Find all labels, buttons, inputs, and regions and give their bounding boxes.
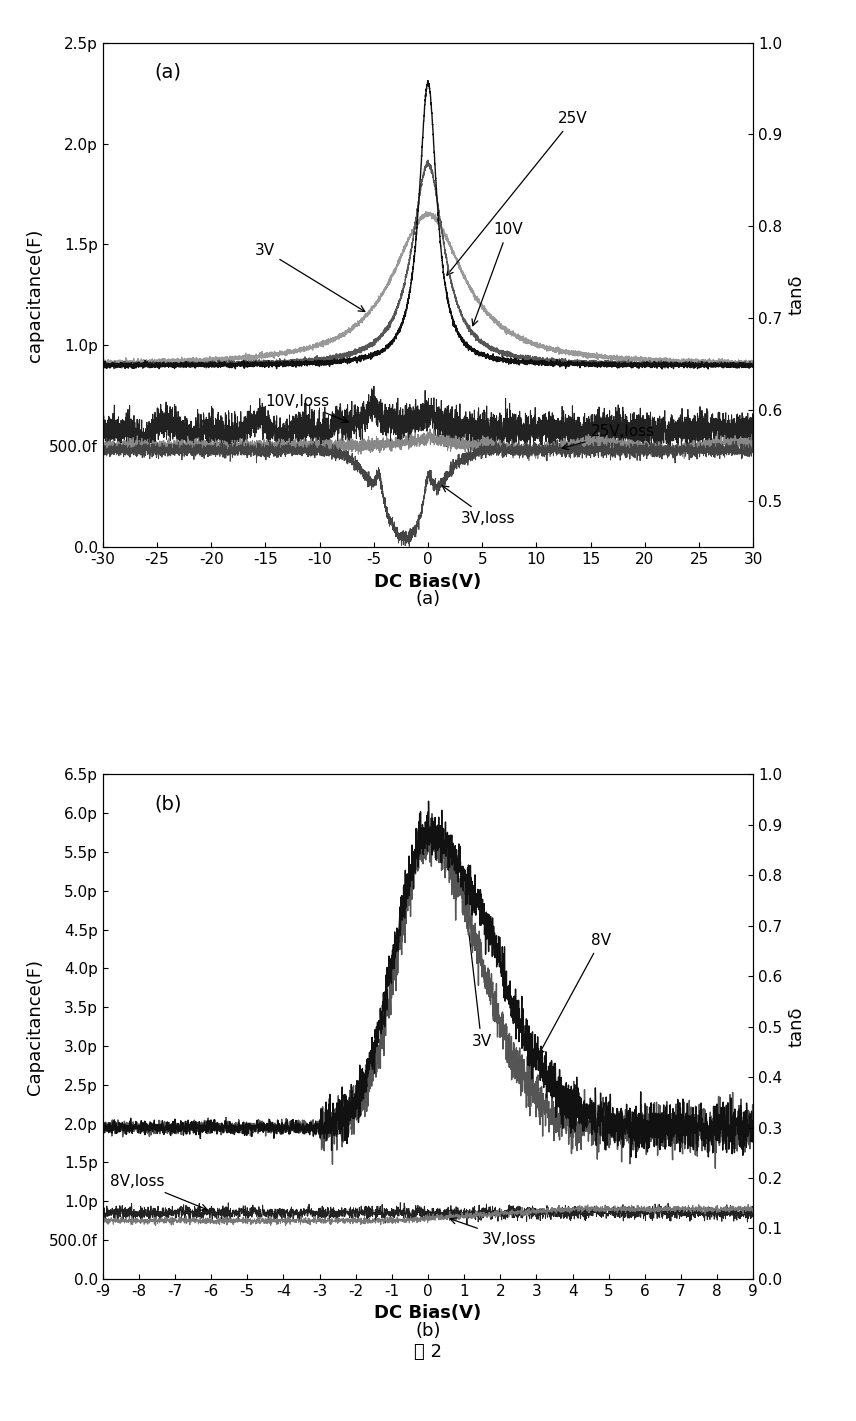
Text: 10V,loss: 10V,loss xyxy=(265,394,348,422)
Text: 图 2: 图 2 xyxy=(414,1343,442,1361)
Text: 8V,loss: 8V,loss xyxy=(110,1174,207,1211)
Y-axis label: capacitance(F): capacitance(F) xyxy=(26,229,44,361)
Text: 3V: 3V xyxy=(254,243,365,311)
Y-axis label: tanδ: tanδ xyxy=(788,274,806,315)
X-axis label: DC Bias(V): DC Bias(V) xyxy=(374,573,482,591)
Text: 10V: 10V xyxy=(472,222,523,325)
Y-axis label: tanδ: tanδ xyxy=(788,1006,806,1047)
Text: 8V: 8V xyxy=(538,934,610,1056)
Text: (b): (b) xyxy=(415,1322,441,1340)
Text: 3V,loss: 3V,loss xyxy=(450,1218,537,1248)
X-axis label: DC Bias(V): DC Bias(V) xyxy=(374,1304,482,1323)
Text: 3V: 3V xyxy=(462,895,491,1049)
Text: (a): (a) xyxy=(415,590,441,608)
Text: (a): (a) xyxy=(155,63,181,82)
Text: 25V: 25V xyxy=(447,111,588,276)
Y-axis label: Capacitance(F): Capacitance(F) xyxy=(26,959,44,1094)
Text: 3V,loss: 3V,loss xyxy=(443,486,515,526)
Text: (b): (b) xyxy=(155,794,182,814)
Text: 25V,loss: 25V,loss xyxy=(562,425,655,449)
